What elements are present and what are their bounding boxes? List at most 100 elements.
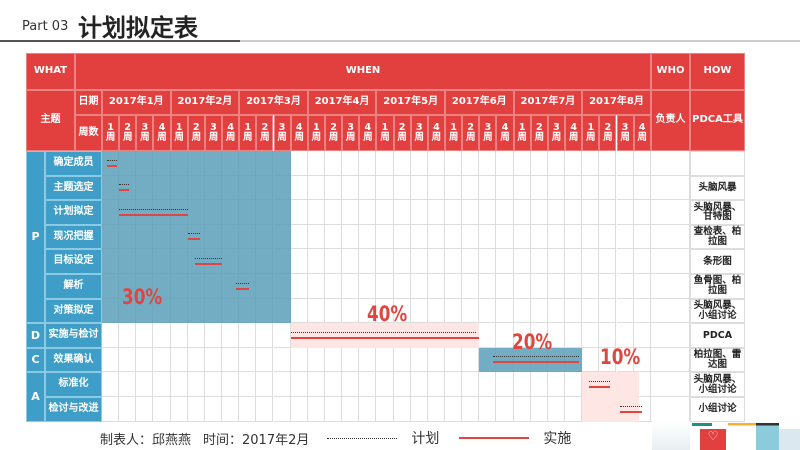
grid-cell [187, 397, 205, 422]
tool-cell: 柏拉图、雷达图 [690, 347, 745, 373]
grid-cell [410, 175, 428, 201]
week-header: 3周 [547, 115, 566, 151]
week-header: 4周 [496, 115, 514, 151]
decor-block [779, 429, 800, 450]
grid-cell [136, 323, 154, 348]
grid-cell [599, 347, 617, 373]
grid-cell [307, 372, 325, 397]
week-header: 3周 [479, 115, 497, 151]
grid-cell [376, 372, 394, 397]
week-header: 2周 [462, 115, 480, 151]
task-name: 现况把握 [45, 224, 102, 250]
grid-cell [445, 274, 463, 299]
tool-cell [690, 151, 745, 176]
task-name: 计划拟定 [45, 200, 102, 225]
grid-cell [633, 274, 651, 299]
grid-cell [547, 274, 566, 299]
grid-cell [582, 298, 600, 324]
plan-bar [589, 381, 610, 382]
grid-cell [342, 224, 360, 250]
grid-cell [290, 224, 308, 250]
grid-cell [616, 151, 634, 176]
grid-cell [479, 298, 497, 324]
week-header: 3周 [273, 115, 291, 151]
grid-cell [307, 397, 325, 422]
grid-cell [410, 224, 428, 250]
grid-cell [324, 298, 343, 324]
grid-cell [565, 274, 583, 299]
grid-cell [324, 151, 343, 176]
actual-bar [119, 189, 130, 192]
grid-cell [136, 347, 154, 373]
month-header: 2017年7月 [513, 90, 583, 115]
grid-cell [496, 175, 514, 201]
grid-cell [513, 224, 531, 250]
tool-cell: 鱼骨图、柏拉图 [690, 274, 745, 299]
grid-cell [599, 274, 617, 299]
week-header: 1周 [445, 115, 463, 151]
grid-cell [565, 249, 583, 274]
task-name: 对策拟定 [45, 298, 102, 324]
phase-P: P [26, 151, 45, 324]
grid-cell [222, 323, 240, 348]
grid-cell [547, 200, 566, 225]
grid-cell [462, 224, 480, 250]
grid-cell [222, 372, 240, 397]
grid-cell [530, 224, 548, 250]
grid-cell [376, 274, 394, 299]
grid-cell [582, 347, 600, 373]
grid-cell [496, 274, 514, 299]
grid-cell [513, 175, 531, 201]
grid-cell [530, 175, 548, 201]
grid-cell [633, 200, 651, 225]
grid-cell [565, 323, 583, 348]
grid-cell [599, 175, 617, 201]
grid-cell [513, 200, 531, 225]
grid-cell [547, 151, 566, 176]
grid-cell [599, 323, 617, 348]
week-header: 1周 [376, 115, 394, 151]
plan-bar [194, 258, 223, 259]
grid-cell [445, 347, 463, 373]
week-header: 2周 [256, 115, 274, 151]
grid-cell [496, 200, 514, 225]
grid-cell [410, 200, 428, 225]
task-name: 效果确认 [45, 347, 102, 373]
grid-cell [204, 397, 223, 422]
grid-cell [547, 249, 566, 274]
grid-cell [496, 249, 514, 274]
owner-cell [651, 347, 690, 373]
stage-shade-10% [582, 372, 639, 422]
grid-cell [582, 323, 600, 348]
grid-cell [102, 323, 120, 348]
owner-cell [651, 274, 690, 299]
grid-cell [616, 224, 634, 250]
grid-cell [427, 274, 445, 299]
grid-cell [102, 372, 120, 397]
grid-cell [410, 298, 428, 324]
grid-cell [479, 224, 497, 250]
grid-cell [393, 397, 411, 422]
grid-cell [616, 347, 634, 373]
grid-cell [359, 224, 377, 250]
grid-cell [582, 224, 600, 250]
actual-bar [194, 262, 223, 265]
grid-cell [410, 347, 428, 373]
page-title: 计划拟定表 [78, 14, 198, 42]
grid-cell [599, 249, 617, 274]
grid-cell [427, 249, 445, 274]
plan-bar [493, 356, 579, 358]
grid-cell [290, 347, 308, 373]
grid-cell [170, 372, 188, 397]
grid-cell [479, 175, 497, 201]
week-header: 3周 [410, 115, 428, 151]
grid-cell [530, 372, 548, 397]
grid-cell [187, 347, 205, 373]
actual-legend-label: 实施 [543, 431, 572, 447]
grid-cell [565, 298, 583, 324]
week-header: 3周 [342, 115, 360, 151]
tool-cell: 头脑风暴、小组讨论 [690, 372, 745, 397]
grid-cell [479, 397, 497, 422]
grid-cell [239, 323, 257, 348]
tool-header: PDCA工具 [690, 90, 745, 151]
